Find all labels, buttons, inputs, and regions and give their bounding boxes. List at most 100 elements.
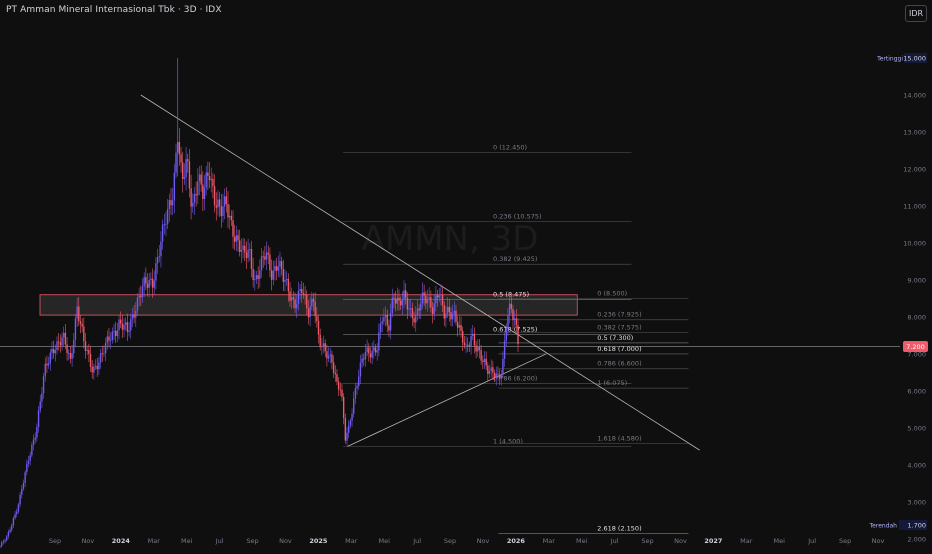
candle-body bbox=[371, 350, 373, 358]
candle-body bbox=[171, 200, 174, 206]
y-tick-label: 6.000 bbox=[907, 387, 926, 395]
y-tick-label: 3.000 bbox=[907, 498, 926, 506]
candle-body bbox=[7, 532, 10, 537]
candle-body bbox=[44, 363, 46, 377]
candle-body bbox=[128, 330, 130, 332]
candle-body bbox=[131, 314, 134, 320]
y-tick-label: 13.000 bbox=[903, 128, 926, 136]
candle-body bbox=[458, 325, 461, 328]
candle-body bbox=[260, 256, 263, 271]
candle-body bbox=[126, 322, 129, 332]
candle-body bbox=[98, 362, 100, 370]
candle-body bbox=[475, 345, 477, 352]
candle-body bbox=[269, 254, 271, 271]
candle-body bbox=[208, 176, 211, 181]
candle-body bbox=[230, 215, 233, 221]
candle-body bbox=[441, 294, 444, 306]
candle-body bbox=[140, 295, 142, 298]
time-axis[interactable]: Sep Nov 2024 Mar Mei Jul Sep Nov 2025 Mar Mei Jul Se… bbox=[49, 537, 885, 545]
candle-body bbox=[274, 266, 276, 271]
low-marker-value: 1.700 bbox=[907, 522, 926, 530]
candle-body bbox=[425, 295, 427, 304]
candle-body bbox=[410, 308, 412, 309]
candle-body bbox=[103, 353, 105, 355]
candle-body bbox=[175, 152, 177, 173]
candle-body bbox=[250, 249, 253, 269]
candle-body bbox=[358, 376, 360, 386]
candle-body bbox=[431, 307, 434, 314]
candle-body bbox=[460, 325, 462, 332]
price-axis[interactable]: 15.000 14.000 13.000 12.000 11.000 10.000 9.00… bbox=[869, 53, 928, 543]
candle-body bbox=[64, 332, 67, 345]
fib-minor-label: 0.236 (7.925) bbox=[597, 311, 641, 319]
fib-major-label: 0.382 (9.425) bbox=[493, 255, 537, 263]
candle-body bbox=[222, 206, 224, 217]
candle-body bbox=[324, 343, 326, 352]
candle-body bbox=[517, 325, 519, 344]
candle-body bbox=[153, 280, 155, 288]
x-tick-label: Nov bbox=[82, 537, 95, 545]
y-tick-label: 10.000 bbox=[903, 239, 926, 247]
candle-body bbox=[406, 297, 409, 310]
candle-body bbox=[297, 291, 300, 304]
fib-minor-label: 0 (8.500) bbox=[597, 289, 627, 297]
candle-body bbox=[31, 445, 33, 456]
descending-trendline bbox=[140, 94, 700, 451]
candle-body bbox=[364, 352, 367, 360]
candle-body bbox=[212, 178, 214, 187]
candle-body bbox=[200, 174, 202, 185]
y-tick-label: 8.000 bbox=[907, 313, 926, 321]
candle-body bbox=[183, 177, 186, 179]
candle-body bbox=[388, 325, 390, 331]
candle-body bbox=[57, 341, 60, 343]
fib-minor-label: 1 (6.075) bbox=[597, 379, 627, 387]
candle-body bbox=[91, 366, 93, 373]
candle-body bbox=[166, 208, 169, 224]
candle-body bbox=[321, 346, 323, 348]
candle-body bbox=[210, 178, 212, 181]
candle-body bbox=[185, 159, 187, 178]
x-tick-label: Jul bbox=[412, 537, 421, 545]
candle-body bbox=[508, 303, 511, 315]
candle-body bbox=[41, 393, 43, 402]
candle-body bbox=[285, 278, 288, 281]
candle-body bbox=[515, 318, 518, 326]
x-tick-label: Nov bbox=[477, 537, 490, 545]
x-tick-label: Mei bbox=[774, 537, 786, 545]
candle-body bbox=[386, 315, 388, 326]
candle-body bbox=[356, 385, 358, 389]
x-tick-label: 2026 bbox=[507, 537, 526, 545]
candle-body bbox=[438, 295, 440, 298]
candle-body bbox=[378, 332, 380, 351]
currency-button[interactable]: IDR bbox=[905, 5, 927, 22]
candle-body bbox=[158, 256, 160, 258]
candle-body bbox=[502, 358, 504, 375]
candle-body bbox=[292, 297, 295, 300]
candle-body bbox=[470, 335, 472, 347]
candle-body bbox=[136, 297, 139, 311]
y-tick-label: 5.000 bbox=[907, 424, 926, 432]
candle-body bbox=[36, 427, 38, 438]
candle-body bbox=[472, 333, 474, 336]
y-tick-label: 14.000 bbox=[903, 91, 926, 99]
candle-body bbox=[203, 187, 206, 200]
candle-body bbox=[436, 295, 439, 298]
candle-body bbox=[195, 194, 197, 196]
candle-body bbox=[180, 154, 182, 163]
fib-major-label: 0.236 (10.575) bbox=[493, 213, 542, 221]
candle-body bbox=[379, 323, 382, 333]
candle-body bbox=[237, 235, 239, 241]
candle-body bbox=[42, 376, 45, 394]
candle-body bbox=[188, 161, 191, 189]
candle-body bbox=[493, 372, 496, 378]
x-tick-label: Mei bbox=[181, 537, 193, 545]
candle-body bbox=[218, 199, 221, 207]
candle-body bbox=[331, 354, 333, 363]
candle-body bbox=[78, 306, 80, 322]
candle-body bbox=[244, 245, 246, 253]
candle-body bbox=[192, 202, 194, 207]
fib-major-label: 0.786 (6.200) bbox=[493, 375, 537, 383]
candle-body bbox=[113, 330, 115, 332]
